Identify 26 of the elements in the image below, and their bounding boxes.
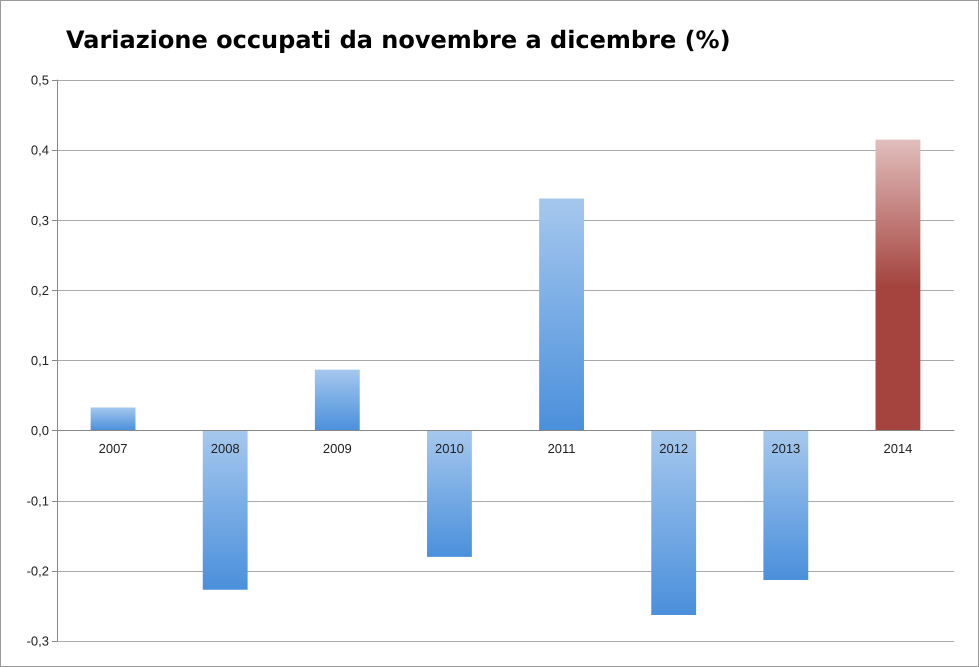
x-tick-label: 2013 [771,440,800,456]
x-tick-label: 2010 [434,440,464,456]
bar [876,140,920,431]
x-tick-label: 2014 [883,440,912,456]
bar [202,430,248,590]
y-tick-label: -0,1 [26,493,49,508]
x-tick-label: 2011 [548,440,576,456]
x-tick-label: 2007 [98,440,128,456]
bar [651,430,696,616]
bar [314,370,360,431]
y-tick-label: 0,1 [30,353,49,368]
y-tick-label: -0,2 [26,563,49,578]
y-tick-label: 0,4 [30,142,49,158]
bar [427,430,472,557]
y-tick-label: 0,0 [30,423,49,438]
y-tick-label: 0,3 [30,212,49,228]
chart-title: Variazione occupati da novembre a dicembre (%) [66,26,731,54]
bar [763,430,808,580]
x-tick-label: 2009 [322,440,352,456]
y-tick-label: -0,3 [26,634,49,648]
y-tick-label: 0,2 [30,282,49,298]
bar [539,198,584,431]
x-tick-label: 2012 [659,440,688,456]
x-tick-label: 2008 [210,440,240,456]
bar [90,407,136,431]
y-tick-label: 0,5 [30,72,49,88]
